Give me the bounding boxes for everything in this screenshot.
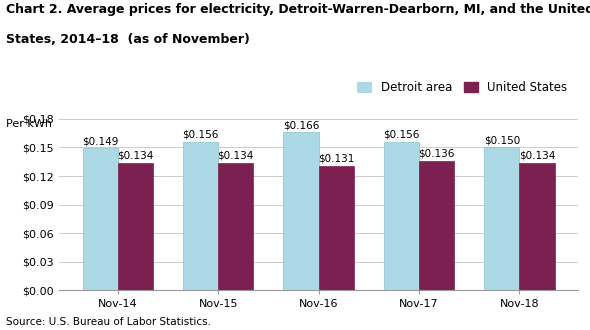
Bar (484, 148, 519, 290)
Text: $0.136: $0.136 (418, 149, 455, 159)
Legend: Detroit area, United States: Detroit area, United States (352, 77, 572, 99)
Text: $0.150: $0.150 (484, 136, 520, 146)
Text: $0.131: $0.131 (318, 153, 355, 164)
Text: Source: U.S. Bureau of Labor Statistics.: Source: U.S. Bureau of Labor Statistics. (6, 317, 211, 327)
Text: $0.134: $0.134 (519, 151, 555, 161)
Text: States, 2014–18  (as of November): States, 2014–18 (as of November) (6, 33, 250, 46)
Text: $0.134: $0.134 (117, 151, 153, 161)
Bar (419, 161, 454, 290)
Text: $0.156: $0.156 (182, 130, 219, 140)
Bar (319, 166, 354, 290)
Text: Chart 2. Average prices for electricity, Detroit-Warren-Dearborn, MI, and the Un: Chart 2. Average prices for electricity,… (6, 3, 590, 16)
Bar (283, 132, 319, 290)
Bar (218, 163, 253, 290)
Bar (519, 163, 555, 290)
Text: $0.156: $0.156 (384, 130, 419, 140)
Text: $0.149: $0.149 (82, 136, 119, 147)
Bar (183, 142, 218, 290)
Text: $0.134: $0.134 (218, 151, 254, 161)
Bar (118, 163, 153, 290)
Text: Per kWh: Per kWh (6, 119, 52, 129)
Text: $0.166: $0.166 (283, 120, 319, 130)
Bar (83, 148, 118, 290)
Bar (384, 142, 419, 290)
